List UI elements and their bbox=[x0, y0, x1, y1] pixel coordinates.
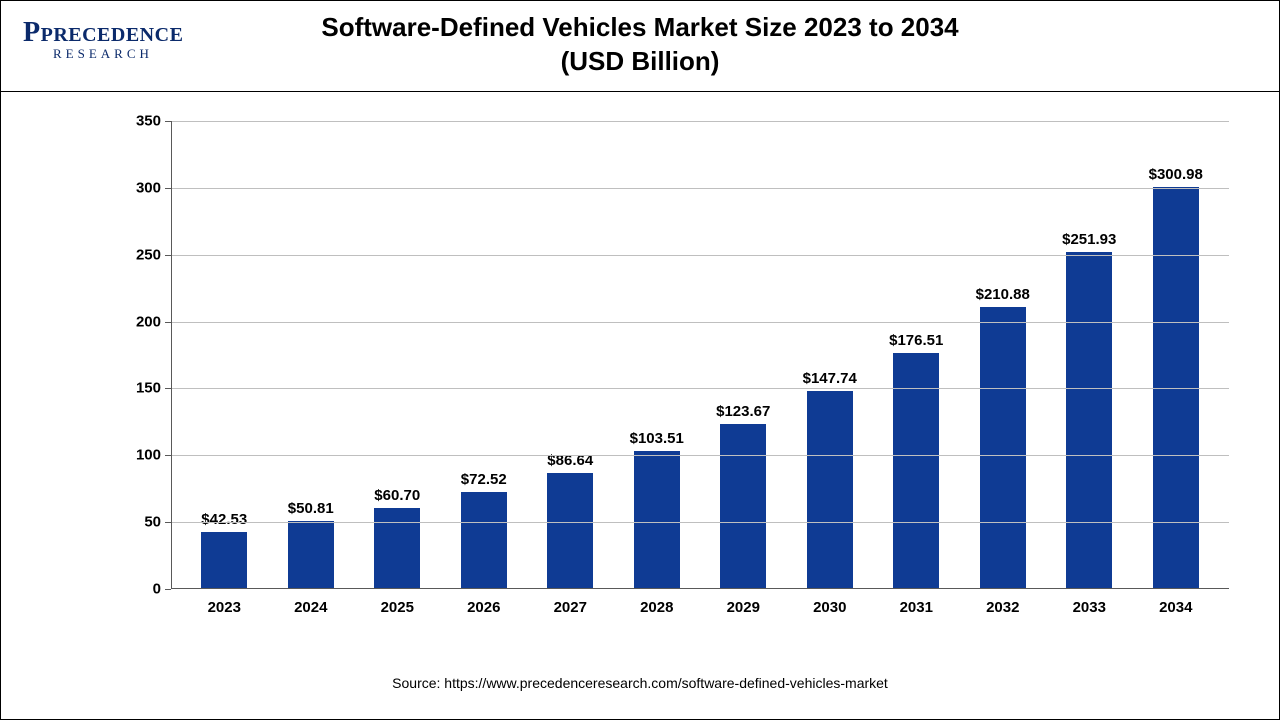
gridline bbox=[171, 388, 1229, 389]
logo-bottom: RESEARCH bbox=[53, 47, 183, 60]
y-tick-label: 0 bbox=[121, 581, 161, 598]
bar-wrap: $103.51 bbox=[614, 121, 701, 589]
chart-title-line1: Software-Defined Vehicles Market Size 20… bbox=[321, 12, 958, 42]
x-tick-label: 2024 bbox=[268, 589, 355, 629]
bar-value-label: $42.53 bbox=[201, 511, 247, 528]
bar bbox=[201, 532, 247, 589]
source-text: Source: https://www.precedenceresearch.c… bbox=[1, 675, 1279, 691]
bar bbox=[720, 424, 766, 589]
y-tick-label: 350 bbox=[121, 113, 161, 130]
bar bbox=[461, 492, 507, 589]
bar-value-label: $300.98 bbox=[1149, 166, 1203, 183]
y-tick-label: 250 bbox=[121, 246, 161, 263]
bar-value-label: $210.88 bbox=[976, 286, 1030, 303]
bar-value-label: $103.51 bbox=[630, 430, 684, 447]
chart-title-line2: (USD Billion) bbox=[561, 46, 720, 76]
y-tick-label: 150 bbox=[121, 380, 161, 397]
bar-value-label: $176.51 bbox=[889, 332, 943, 349]
bar bbox=[634, 451, 680, 589]
chart-title-box: Software-Defined Vehicles Market Size 20… bbox=[1, 1, 1279, 92]
bar-value-label: $147.74 bbox=[803, 370, 857, 387]
bar bbox=[1066, 252, 1112, 589]
bar-wrap: $300.98 bbox=[1133, 121, 1220, 589]
y-tick-label: 50 bbox=[121, 514, 161, 531]
bar-wrap: $50.81 bbox=[268, 121, 355, 589]
gridline bbox=[171, 121, 1229, 122]
y-tick-label: 300 bbox=[121, 179, 161, 196]
y-axis-line bbox=[171, 121, 172, 589]
bar-wrap: $42.53 bbox=[181, 121, 268, 589]
gridline bbox=[171, 522, 1229, 523]
bar bbox=[980, 307, 1026, 589]
bar-wrap: $176.51 bbox=[873, 121, 960, 589]
x-tick-label: 2023 bbox=[181, 589, 268, 629]
bar bbox=[374, 508, 420, 589]
y-tick-label: 100 bbox=[121, 447, 161, 464]
x-tick-label: 2032 bbox=[960, 589, 1047, 629]
x-tick-label: 2028 bbox=[614, 589, 701, 629]
x-tick-label: 2033 bbox=[1046, 589, 1133, 629]
bar-value-label: $251.93 bbox=[1062, 231, 1116, 248]
bar-value-label: $50.81 bbox=[288, 500, 334, 517]
bar-value-label: $123.67 bbox=[716, 403, 770, 420]
x-tick-label: 2025 bbox=[354, 589, 441, 629]
bar-wrap: $72.52 bbox=[441, 121, 528, 589]
bar bbox=[547, 473, 593, 589]
x-tick-label: 2029 bbox=[700, 589, 787, 629]
x-axis-labels: 2023202420252026202720282029203020312032… bbox=[171, 589, 1229, 629]
x-tick-label: 2030 bbox=[787, 589, 874, 629]
plot-region: $42.53 $50.81 $60.70 $72.52 $86.64 $103.51 $12… bbox=[171, 121, 1229, 589]
bar-value-label: $72.52 bbox=[461, 471, 507, 488]
gridline bbox=[171, 455, 1229, 456]
bar-wrap: $123.67 bbox=[700, 121, 787, 589]
bar-value-label: $60.70 bbox=[374, 487, 420, 504]
bar-wrap: $210.88 bbox=[960, 121, 1047, 589]
logo-top: PRECEDENCE bbox=[41, 24, 184, 46]
gridline bbox=[171, 188, 1229, 189]
bar-wrap: $251.93 bbox=[1046, 121, 1133, 589]
bar bbox=[288, 521, 334, 589]
x-tick-label: 2027 bbox=[527, 589, 614, 629]
bar bbox=[807, 391, 853, 589]
bars-container: $42.53 $50.81 $60.70 $72.52 $86.64 $103.51 $12… bbox=[171, 121, 1229, 589]
bar-wrap: $147.74 bbox=[787, 121, 874, 589]
x-tick-label: 2034 bbox=[1133, 589, 1220, 629]
bar-wrap: $86.64 bbox=[527, 121, 614, 589]
y-tick-label: 200 bbox=[121, 313, 161, 330]
x-tick-label: 2031 bbox=[873, 589, 960, 629]
brand-logo: PPRECEDENCE RESEARCH bbox=[23, 19, 183, 60]
gridline bbox=[171, 255, 1229, 256]
chart-area: $42.53 $50.81 $60.70 $72.52 $86.64 $103.51 $12… bbox=[111, 121, 1229, 629]
gridline bbox=[171, 322, 1229, 323]
x-tick-label: 2026 bbox=[441, 589, 528, 629]
bar-wrap: $60.70 bbox=[354, 121, 441, 589]
